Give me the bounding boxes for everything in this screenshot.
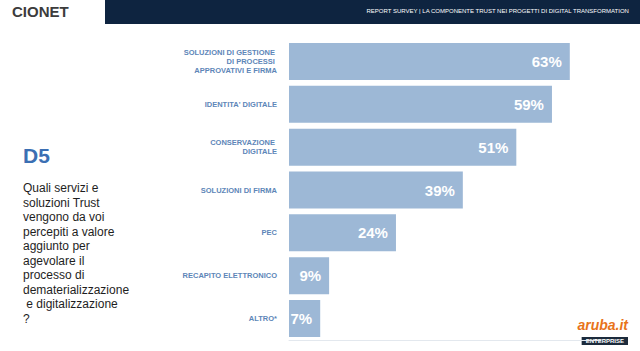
svg-text:vengono da voi: vengono da voi <box>23 210 108 224</box>
svg-text:DIGITALE: DIGITALE <box>243 147 277 156</box>
svg-text:9%: 9% <box>299 267 321 284</box>
svg-text:7%: 7% <box>291 310 313 327</box>
svg-text:soluzioni Trust: soluzioni Trust <box>23 196 103 210</box>
svg-text:D5: D5 <box>23 144 50 167</box>
svg-text:CIONET: CIONET <box>12 3 69 20</box>
svg-text:SOLUZIONI DI GESTIONE: SOLUZIONI DI GESTIONE <box>184 48 277 57</box>
svg-text:IDENTITA' DIGITALE: IDENTITA' DIGITALE <box>205 100 277 109</box>
svg-text:CONSERVAZIONE: CONSERVAZIONE <box>210 138 277 147</box>
svg-text:ENTERPRISE: ENTERPRISE <box>585 338 624 344</box>
svg-text:aggiunto per: aggiunto per <box>23 239 93 253</box>
svg-text:aruba.it: aruba.it <box>577 317 629 333</box>
svg-text:percepiti a valore: percepiti a valore <box>23 225 118 239</box>
svg-text:39%: 39% <box>425 182 455 199</box>
svg-text:Quali servizi e: Quali servizi e <box>23 181 102 195</box>
svg-text:REPORT SURVEY | LA COMPONENTE: REPORT SURVEY | LA COMPONENTE TRUST NEI … <box>367 8 629 14</box>
svg-text:ALTRO*: ALTRO* <box>249 314 277 323</box>
svg-text:59%: 59% <box>514 96 544 113</box>
svg-text:?: ? <box>23 312 30 326</box>
svg-text:APPROVATIVI E FIRMA: APPROVATIVI E FIRMA <box>194 66 277 75</box>
svg-text:agevolare il: agevolare il <box>23 254 88 268</box>
svg-text:51%: 51% <box>478 139 508 156</box>
svg-text:processo di: processo di <box>23 268 88 282</box>
svg-text:SOLUZIONI DI FIRMA: SOLUZIONI DI FIRMA <box>201 186 278 195</box>
svg-text:dematerializzazione: dematerializzazione <box>23 283 129 297</box>
svg-text:24%: 24% <box>358 224 388 241</box>
svg-text:63%: 63% <box>532 53 562 70</box>
svg-text:e digitalizzazione: e digitalizzazione <box>23 297 118 311</box>
svg-text:RECAPITO ELETTRONICO: RECAPITO ELETTRONICO <box>183 271 278 280</box>
svg-text:DI PROCESSI: DI PROCESSI <box>227 57 277 66</box>
svg-text:PEC: PEC <box>262 228 278 237</box>
